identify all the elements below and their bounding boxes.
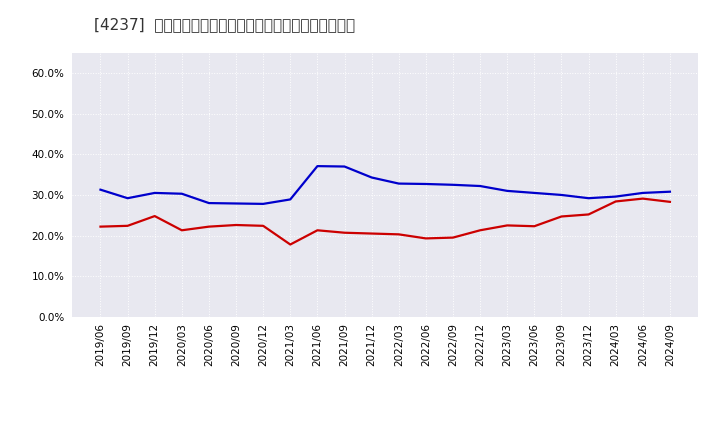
- 現頲金: [150, 213, 159, 219]
- Line: 有利子負債: 有利子負債: [101, 166, 670, 204]
- Text: [4237]  現頲金、有利子負債の総資産に対する比率の推移: [4237] 現頲金、有利子負債の総資産に対する比率の推移: [94, 18, 355, 33]
- 有利子負債: [150, 190, 159, 195]
- 現頲金: [259, 223, 268, 228]
- 有利子負債: [421, 181, 430, 187]
- 有利子負債: [530, 190, 539, 195]
- 有利子負債: [611, 194, 620, 199]
- 有利子負債: [639, 190, 647, 195]
- 現頲金: [530, 224, 539, 229]
- 現頲金: [557, 214, 566, 219]
- 有利子負債: [204, 201, 213, 206]
- 現頲金: [341, 230, 349, 235]
- 有利子負債: [178, 191, 186, 196]
- 現頲金: [449, 235, 457, 240]
- 有利子負債: [341, 164, 349, 169]
- 有利子負債: [503, 188, 511, 194]
- Line: 現頲金: 現頲金: [101, 198, 670, 245]
- 現頲金: [421, 236, 430, 241]
- 有利子負債: [449, 182, 457, 187]
- 現頲金: [313, 227, 322, 233]
- Legend: 現頲金, 有利子負債: 現頲金, 有利子負債: [297, 434, 473, 440]
- 現頲金: [503, 223, 511, 228]
- 有利子負債: [476, 183, 485, 189]
- 有利子負債: [557, 192, 566, 198]
- 現頲金: [123, 223, 132, 228]
- 現頲金: [367, 231, 376, 236]
- 現頲金: [665, 199, 674, 205]
- 有利子負債: [286, 197, 294, 202]
- 現頲金: [611, 199, 620, 204]
- 有利子負債: [665, 189, 674, 194]
- 現頲金: [584, 212, 593, 217]
- 現頲金: [178, 227, 186, 233]
- 現頲金: [286, 242, 294, 247]
- 現頲金: [476, 227, 485, 233]
- 現頲金: [639, 196, 647, 201]
- 有利子負債: [395, 181, 403, 186]
- 現頲金: [395, 232, 403, 237]
- 有利子負債: [367, 175, 376, 180]
- 有利子負債: [96, 187, 105, 192]
- 有利子負債: [259, 201, 268, 206]
- 有利子負債: [232, 201, 240, 206]
- 現頲金: [96, 224, 105, 229]
- 有利子負債: [123, 195, 132, 201]
- 有利子負債: [584, 195, 593, 201]
- 有利子負債: [313, 164, 322, 169]
- 現頲金: [232, 222, 240, 227]
- 現頲金: [204, 224, 213, 229]
